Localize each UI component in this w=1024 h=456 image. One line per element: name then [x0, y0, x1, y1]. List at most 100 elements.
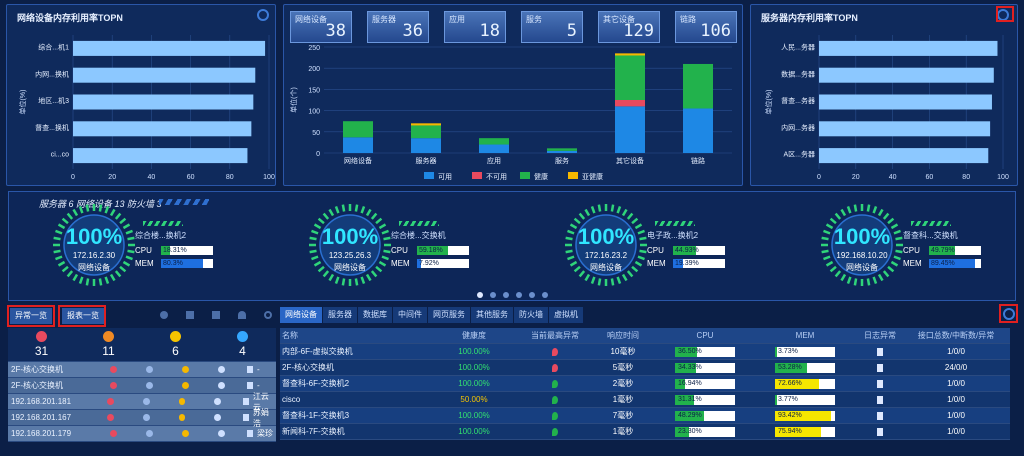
column-header[interactable]: MEM: [795, 331, 815, 340]
bell-icon[interactable]: [238, 311, 246, 319]
document-icon[interactable]: [877, 427, 883, 436]
bar[interactable]: [819, 94, 992, 110]
dot-icon[interactable]: [142, 398, 150, 405]
tab[interactable]: 其他服务: [471, 307, 513, 323]
alert-count-col[interactable]: 11: [75, 328, 142, 361]
tab[interactable]: 网络设备: [280, 307, 322, 323]
hand-icon[interactable]: [182, 382, 189, 389]
dot-icon[interactable]: [146, 382, 153, 389]
stacked-bar-segment[interactable]: [411, 125, 441, 139]
carousel-dot[interactable]: [542, 292, 548, 298]
alert-count-col[interactable]: 4: [209, 328, 276, 361]
stacked-bar-segment[interactable]: [343, 121, 373, 138]
stat-box[interactable]: 应用 18: [444, 11, 506, 43]
column-header[interactable]: 日志异常: [864, 331, 896, 340]
hand-icon[interactable]: [178, 398, 186, 405]
alert-count-col[interactable]: 31: [8, 328, 75, 361]
location-pin-icon[interactable]: [552, 363, 558, 372]
list-item[interactable]: 192.168.201.181 江云云: [8, 392, 276, 412]
table-row[interactable]: cisco 50.00% 1毫秒 31.31% 3.77% 1/0/0: [280, 392, 1010, 408]
carousel-dot[interactable]: [490, 292, 496, 298]
stacked-bar-segment[interactable]: [547, 150, 577, 153]
stacked-bar-segment[interactable]: [343, 137, 373, 153]
pin-icon[interactable]: [107, 398, 114, 405]
stacked-bar-segment[interactable]: [411, 138, 441, 153]
table-row[interactable]: 督查科-6F-交换机2 100.00% 2毫秒 16.94% 72.66% 1/0/0: [280, 376, 1010, 392]
document-icon[interactable]: [877, 395, 883, 404]
bar[interactable]: [819, 40, 998, 56]
dot-icon[interactable]: [142, 414, 150, 421]
hand-icon[interactable]: [182, 430, 189, 437]
pin-icon[interactable]: [107, 414, 114, 421]
stat-box[interactable]: 链路 106: [675, 11, 737, 43]
pin-icon[interactable]: [110, 430, 117, 437]
location-pin-icon[interactable]: [552, 347, 558, 356]
pin-icon[interactable]: [110, 366, 117, 373]
dot-icon[interactable]: [146, 366, 153, 373]
column-header[interactable]: 接口总数/中断数/异常: [917, 331, 995, 340]
stacked-bar-segment[interactable]: [683, 63, 713, 109]
edit-icon[interactable]: [214, 414, 222, 421]
stat-box[interactable]: 网络设备 38: [290, 11, 352, 43]
stacked-bar-segment[interactable]: [683, 108, 713, 153]
column-header[interactable]: CPU: [696, 331, 714, 340]
column-header[interactable]: 名称: [282, 331, 298, 340]
document-icon[interactable]: [877, 363, 883, 372]
tab[interactable]: 中间件: [393, 307, 427, 323]
tab[interactable]: 虚拟机: [549, 307, 583, 323]
carousel-dot[interactable]: [529, 292, 535, 298]
table-row[interactable]: 2F-核心交换机 100.00% 5毫秒 34.33% 53.28% 24/0/0: [280, 360, 1010, 376]
device-card[interactable]: 100% 123.25.26.3 网络设备 综合楼...交换机 CPU 59.18% MEM…: [307, 202, 547, 290]
bar[interactable]: [73, 40, 266, 56]
tab[interactable]: 网页服务: [428, 307, 470, 323]
bar[interactable]: [819, 148, 989, 164]
device-card[interactable]: 100% 172.16.2.30 网络设备 综合楼...换机2 CPU 18.31% MEM…: [51, 202, 291, 290]
stacked-bar-segment[interactable]: [615, 100, 645, 107]
location-pin-icon[interactable]: [552, 411, 558, 420]
hand-icon[interactable]: [182, 366, 189, 373]
document-icon[interactable]: [877, 379, 883, 388]
carousel-dot[interactable]: [477, 292, 483, 298]
tab[interactable]: 服务器: [323, 307, 357, 323]
list-item[interactable]: 192.168.201.167 苏娟浩: [8, 408, 276, 428]
document-icon[interactable]: [877, 411, 883, 420]
device-card[interactable]: 100% 192.168.10.20 网络设备 督查科...交换机 CPU 49.79% M…: [819, 202, 1024, 290]
tab[interactable]: 防火墙: [514, 307, 548, 323]
grid-icon[interactable]: [186, 311, 194, 319]
settings-icon[interactable]: [257, 9, 269, 21]
refresh-icon[interactable]: [264, 311, 272, 319]
edit-icon[interactable]: [218, 366, 225, 373]
stacked-bar-segment[interactable]: [615, 106, 645, 153]
stat-box[interactable]: 服务器 36: [367, 11, 429, 43]
stat-box[interactable]: 其它设备 129: [598, 11, 660, 43]
tab[interactable]: 数据库: [358, 307, 392, 323]
location-pin-icon[interactable]: [552, 395, 558, 404]
report-overview-button[interactable]: 报表一览: [62, 308, 104, 324]
dot-icon[interactable]: [146, 430, 153, 437]
bar[interactable]: [73, 94, 254, 110]
bar[interactable]: [819, 121, 991, 137]
bar[interactable]: [73, 148, 248, 164]
gear-icon[interactable]: [160, 311, 168, 319]
list-item[interactable]: 2F-核心交换机 -: [8, 378, 276, 394]
table-row[interactable]: 督查科-1F-交换机3 100.00% 7毫秒 48.29% 93.42% 1/0/0: [280, 408, 1010, 424]
carousel-dot[interactable]: [516, 292, 522, 298]
bar[interactable]: [73, 67, 256, 83]
pin-icon[interactable]: [110, 382, 117, 389]
stacked-bar-segment[interactable]: [411, 123, 441, 126]
stacked-bar-segment[interactable]: [547, 148, 577, 151]
edit-icon[interactable]: [218, 382, 225, 389]
location-pin-icon[interactable]: [552, 379, 558, 388]
table-row[interactable]: 内部-6F-虚拟交换机 100.00% 10毫秒 36.50% 3.73% 1/0/0: [280, 344, 1010, 360]
location-pin-icon[interactable]: [552, 427, 558, 436]
list-item[interactable]: 2F-核心交换机 -: [8, 362, 276, 378]
stacked-bar-segment[interactable]: [615, 55, 645, 100]
bar[interactable]: [73, 121, 252, 137]
edit-icon[interactable]: [218, 430, 225, 437]
column-header[interactable]: 健康度: [462, 331, 486, 340]
stacked-bar-segment[interactable]: [479, 144, 509, 153]
list-icon[interactable]: [212, 311, 220, 319]
column-header[interactable]: 响应时间: [607, 331, 639, 340]
device-card[interactable]: 100% 172.16.23.2 网络设备 电子政...换机2 CPU 44.93% MEM…: [563, 202, 803, 290]
document-icon[interactable]: [877, 347, 883, 356]
